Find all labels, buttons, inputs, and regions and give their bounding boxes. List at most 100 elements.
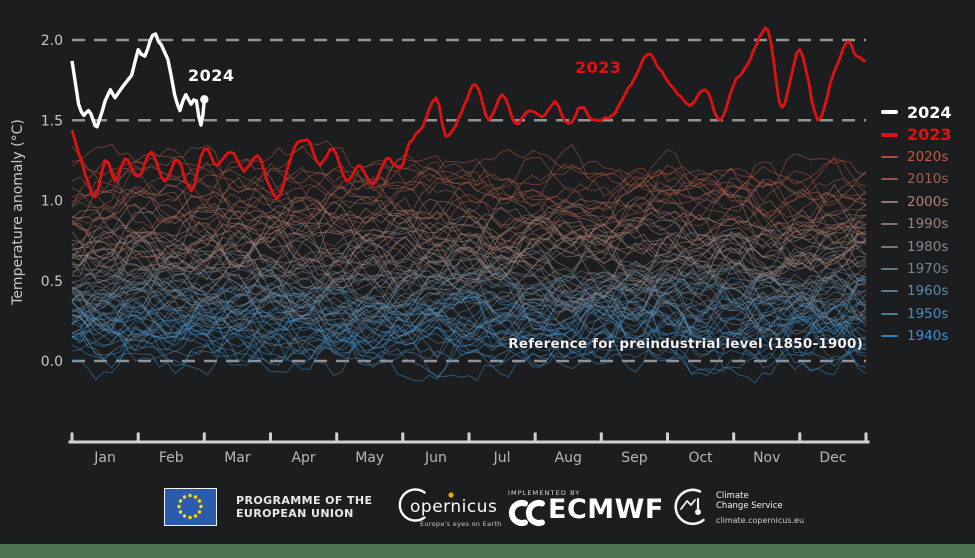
chart-plot-area: 2.0 1.5 1.0 0.5 0.0 Jan Feb Mar Apr May Jun Jul Aug S… [41,26,870,466]
legend-swatch [881,223,898,226]
y-tick-label-0.0: 0.0 [41,354,63,370]
x-axis [68,432,870,444]
decade-line-2010s [71,161,867,240]
decade-line-2000s [71,209,867,289]
decade-line-2010s [71,181,867,258]
series-2023-line [70,26,867,200]
x-tick-label-Mar: Mar [224,450,251,466]
eu-programme-line1: PROGRAMME OF THE [236,494,373,507]
legend-label: 2023 [907,125,952,145]
decade-line-2010s [71,165,867,233]
x-tick-label-May: May [355,450,384,466]
decade-line-2010s [71,171,867,240]
x-tick-label-Apr: Apr [291,450,315,466]
copernicus-wordmark: opernicus [410,497,497,517]
preindustrial-reference-label: Reference for preindustrial level (1850-… [508,336,863,352]
y-axis-title: Temperature anomaly (°C) [10,119,26,305]
decade-line-1940s [71,293,867,362]
series-label-2023: 2023 [575,58,622,77]
decade-line-2000s [71,213,867,288]
x-tick-label-Aug: Aug [555,450,582,466]
decade-line-2010s [71,149,867,205]
eu-star [199,504,203,509]
decade-line-2010s [71,143,867,223]
decade-line-1990s [71,212,867,277]
decade-line-2020s [71,144,867,204]
legend-swatch [881,132,898,137]
copernicus-c-icon: opernicus [398,488,497,522]
x-tick-label-Jul: Jul [493,450,511,466]
legend-label: 2010s [907,171,949,188]
y-tick-label-1.5: 1.5 [41,113,63,129]
x-tick-label-Sep: Sep [621,450,648,466]
decade-line-2010s [71,188,867,264]
legend-swatch [881,290,898,293]
x-tick-label-Jun: Jun [424,450,447,466]
y-tick-label-1.0: 1.0 [41,194,63,210]
decade-line-2000s [71,223,867,288]
eu-star [178,499,183,503]
legend-swatch [881,110,898,115]
decade-line-1950s [71,271,867,327]
legend-item-2024: 2024 [881,101,952,123]
series-2024-line [70,32,206,129]
decade-line-1980s [71,267,867,338]
legend-item-1940s: 1940s [881,325,952,347]
legend-item-1970s: 1970s [881,258,952,280]
decade-line-2000s [71,183,867,251]
legend-item-2000s: 2000s [881,191,952,213]
decade-line-2020s [71,145,867,207]
ecmwf-monogram-icon [508,500,545,526]
legend-swatch [881,178,898,181]
legend-label: 2000s [907,193,949,210]
legend-item-1990s: 1990s [881,213,952,235]
legend-swatch [881,200,898,203]
legend-label: 1940s [907,328,949,345]
eu-programme-line2: EUROPEAN UNION [236,507,354,520]
x-tick-label-Nov: Nov [753,450,780,466]
decade-line-2020s [71,140,867,195]
decade-line-1980s [71,246,867,308]
y-tick-label-0.5: 0.5 [41,274,63,290]
eu-star [197,510,202,514]
eu-programme-label: PROGRAMME OF THE EUROPEAN UNION [236,494,372,520]
series-2024-end-dot [200,95,209,104]
eu-star [197,499,202,503]
decade-line-1980s [71,244,867,312]
legend-item-2020s: 2020s [881,146,952,168]
ccs-label: Climate Change Service [716,491,783,511]
eu-star [188,493,192,498]
x-tick-label-Dec: Dec [819,450,846,466]
legend-label: 2020s [907,148,949,165]
series-label-2024: 2024 [188,66,235,85]
eu-star [188,515,192,520]
legend-label: 1970s [907,260,949,277]
eu-star [178,510,183,514]
legend-item-1980s: 1980s [881,235,952,257]
x-tick-label-Feb: Feb [159,450,184,466]
x-tick-label-Oct: Oct [688,450,713,466]
legend-label: 1960s [907,283,949,300]
eu-star [182,514,187,518]
decade-line-1950s [71,309,867,369]
decade-line-1970s [71,273,867,351]
decade-line-1980s [71,266,867,337]
decade-line-1950s [71,311,867,382]
decade-line-1990s [71,230,867,304]
legend-swatch [881,155,898,158]
legend-swatch [881,245,898,248]
legend-item-1950s: 1950s [881,303,952,325]
legend-label: 2024 [907,102,952,122]
eu-star [182,495,187,499]
decade-line-2000s [71,196,867,270]
ccs-line1: Climate [716,491,749,501]
decade-line-1970s [71,271,867,350]
decade-line-1960s [71,262,867,333]
decade-line-1960s [71,273,867,345]
eu-flag-stars [177,493,203,520]
ecmwf-wordmark: ECMWF [548,494,664,525]
legend-swatch [881,312,898,315]
legend-item-1960s: 1960s [881,280,952,302]
eu-flag-logo [164,488,217,526]
decade-line-1940s [71,289,867,361]
